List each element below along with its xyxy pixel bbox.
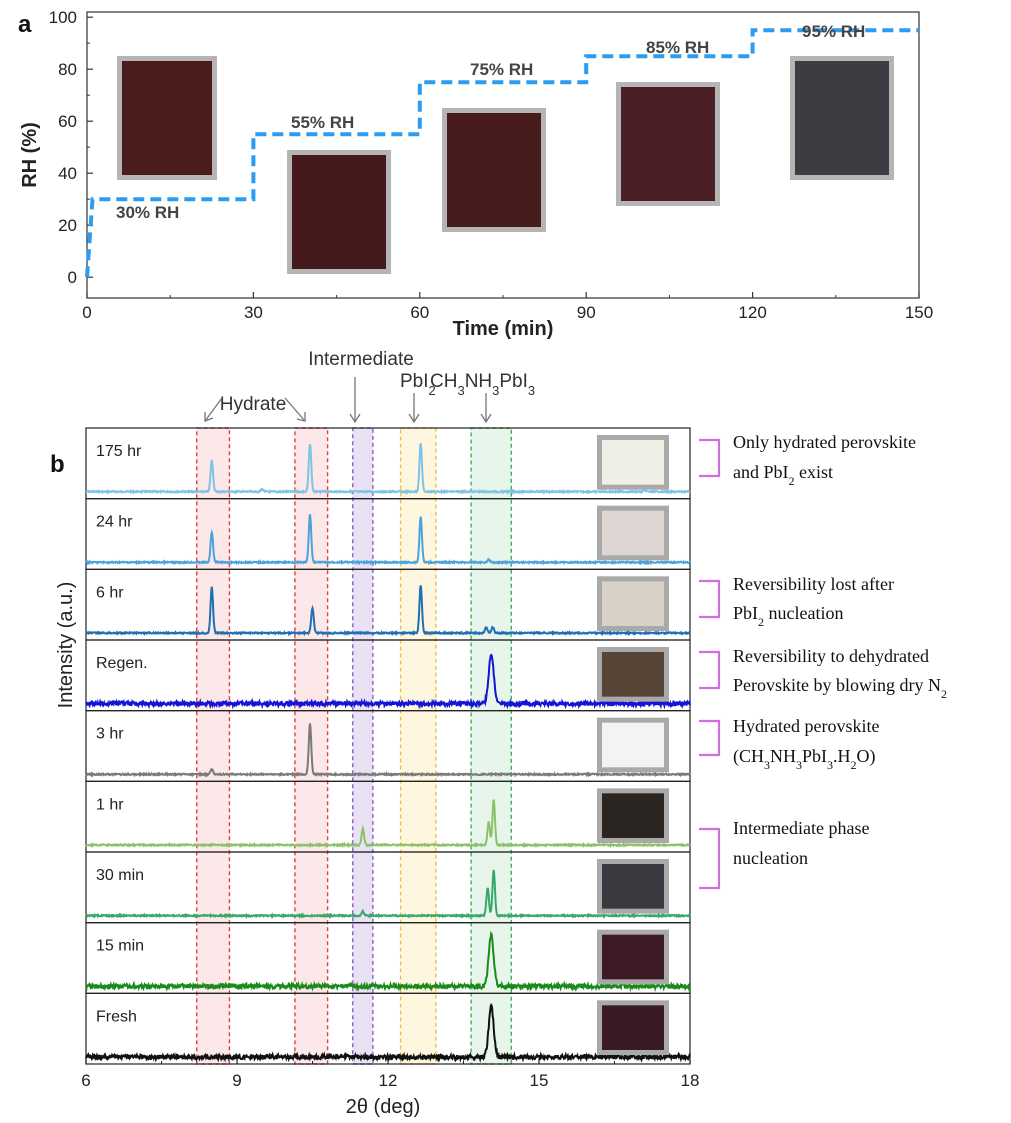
mapbi3-label: CH3NH3PbI3 xyxy=(430,371,535,398)
panel-b: b Hydrate Intermediate PbI2 CH3NH3PbI3 1… xyxy=(50,349,947,1118)
xrd-series-label: 15 min xyxy=(96,938,144,955)
panel-b-notes: Only hydrated perovskite and PbI2 exist … xyxy=(699,432,947,890)
panel-b-peak-regions xyxy=(196,427,513,1065)
xrd-series-label: 3 hr xyxy=(96,726,124,743)
note-5-line-1: Intermediate phase xyxy=(733,818,869,838)
xrd-sample-photo xyxy=(602,440,664,485)
xrd-sample-photo xyxy=(602,581,664,626)
note-4-line-1: Hydrated perovskite xyxy=(733,716,879,736)
xrd-sample-photo xyxy=(602,934,664,980)
rh-sample-photo xyxy=(795,61,889,175)
x-tick-label: 90 xyxy=(577,303,596,322)
xrd-series-label: 1 hr xyxy=(96,796,124,813)
x-tick-label: 60 xyxy=(410,303,429,322)
xrd-spectrum xyxy=(85,930,691,993)
note-2-line-2: PbI2 nucleation xyxy=(733,603,844,629)
x-tick-label: 9 xyxy=(232,1071,241,1090)
note-3-line-1: Reversibility to dehydrated xyxy=(733,646,929,666)
note-bracket xyxy=(699,579,721,619)
note-bracket xyxy=(699,719,721,757)
xrd-series-label: Fresh xyxy=(96,1008,137,1025)
rh-sample-photo xyxy=(292,155,386,269)
peak-region xyxy=(196,427,231,1065)
xrd-sample-photo xyxy=(602,1005,664,1050)
panel-a-letter: a xyxy=(18,11,32,38)
panel-a: a 0 30 60 90 120 150 0 20 40 60 80 100 30% RH 55% R… xyxy=(18,8,933,340)
note-2-line-1: Reversibility lost after xyxy=(733,574,894,594)
x-tick-label: 0 xyxy=(82,303,91,322)
x-tick-label: 150 xyxy=(905,303,933,322)
note-3-line-2: Perovskite by blowing dry N2 xyxy=(733,675,947,701)
panel-b-xrd-stack: 175 hr 24 hr 6 hr Regen. 3 hr 1 hr 30 min 15 mi… xyxy=(85,427,691,1065)
rh-sample-photo xyxy=(122,61,212,175)
pbi2-label: PbI2 xyxy=(400,371,436,398)
rh-sample-photo xyxy=(621,87,715,201)
panel-a-axis-ticks: 0 30 60 90 120 150 0 20 40 60 80 100 xyxy=(49,8,934,322)
y-tick-label: 80 xyxy=(58,60,77,79)
peak-region xyxy=(352,427,374,1065)
panel-b-x-ticks: 6 9 12 15 18 xyxy=(81,1058,699,1090)
panel-a-sample-photos xyxy=(117,56,894,274)
note-bracket xyxy=(699,650,721,690)
peak-region xyxy=(470,427,513,1065)
xrd-sample-photo xyxy=(602,864,664,909)
panel-b-letter: b xyxy=(50,451,65,478)
note-bracket xyxy=(699,827,721,890)
xrd-spectrum xyxy=(85,799,691,849)
panel-b-y-axis-label: Intensity (a.u.) xyxy=(55,582,77,709)
y-tick-label: 40 xyxy=(58,164,77,183)
xrd-sample-photo xyxy=(602,510,664,556)
y-tick-label: 60 xyxy=(58,112,77,131)
note-1-line-1: Only hydrated perovskite xyxy=(733,432,916,452)
panel-b-x-axis-label: 2θ (deg) xyxy=(346,1096,421,1118)
xrd-sample-photo xyxy=(602,652,664,697)
panel-a-rh-annotations: 30% RH 55% RH 75% RH 85% RH 95% RH xyxy=(116,22,865,222)
y-tick-label: 20 xyxy=(58,216,77,235)
panel-a-y-axis-label: RH (%) xyxy=(19,122,41,188)
rh-sample-photo xyxy=(447,113,541,227)
peak-region xyxy=(399,427,437,1065)
xrd-series-label: 6 hr xyxy=(96,584,124,601)
y-tick-label: 0 xyxy=(68,268,77,287)
xrd-spectrum xyxy=(85,585,691,637)
intermediate-label: Intermediate xyxy=(308,349,414,370)
xrd-spectrum xyxy=(85,653,691,710)
xrd-spectrum xyxy=(85,514,691,566)
note-4-line-2: (CH3NH3PbI3.H2O) xyxy=(733,746,876,772)
xrd-series-label: 30 min xyxy=(96,867,144,884)
y-tick-label: 100 xyxy=(49,8,77,27)
note-1-line-2: and PbI2 exist xyxy=(733,462,833,488)
note-5-line-2: nucleation xyxy=(733,848,808,868)
rh-label-95: 95% RH xyxy=(802,22,865,41)
x-tick-label: 30 xyxy=(244,303,263,322)
x-tick-label: 6 xyxy=(81,1071,90,1090)
rh-label-85: 85% RH xyxy=(646,38,709,57)
xrd-series-label: 24 hr xyxy=(96,514,133,531)
xrd-series-label: Regen. xyxy=(96,655,148,672)
rh-step-line xyxy=(85,28,919,278)
xrd-spectrum xyxy=(85,723,691,778)
x-tick-label: 15 xyxy=(530,1071,549,1090)
panel-b-region-labels: Hydrate Intermediate PbI2 CH3NH3PbI3 xyxy=(204,349,535,424)
rh-label-55: 55% RH xyxy=(291,113,354,132)
hydrate-label: Hydrate xyxy=(220,394,287,415)
x-tick-label: 18 xyxy=(681,1071,700,1090)
rh-label-30: 30% RH xyxy=(116,203,179,222)
rh-label-75: 75% RH xyxy=(470,60,533,79)
xrd-spectrum xyxy=(85,443,691,495)
xrd-sample-photo xyxy=(602,793,664,838)
xrd-sample-photo xyxy=(602,722,664,768)
note-bracket xyxy=(699,438,721,478)
region-arrows xyxy=(204,377,492,424)
xrd-spectrum xyxy=(85,869,691,919)
note-brackets xyxy=(699,438,721,890)
x-tick-label: 120 xyxy=(738,303,766,322)
panel-a-x-axis-label: Time (min) xyxy=(453,318,554,340)
x-tick-label: 12 xyxy=(379,1071,398,1090)
xrd-series-label: 175 hr xyxy=(96,443,142,460)
